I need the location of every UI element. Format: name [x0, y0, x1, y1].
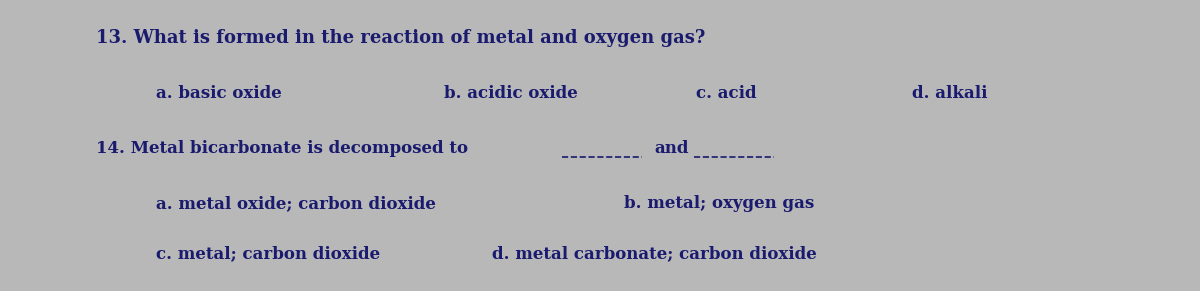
Text: and: and	[654, 140, 689, 157]
Text: 14. Metal bicarbonate is decomposed to: 14. Metal bicarbonate is decomposed to	[96, 140, 468, 157]
Text: d. alkali: d. alkali	[912, 85, 988, 102]
Text: d. metal carbonate; carbon dioxide: d. metal carbonate; carbon dioxide	[492, 245, 817, 262]
Text: 13. What is formed in the reaction of metal and oxygen gas?: 13. What is formed in the reaction of me…	[96, 29, 706, 47]
Text: a. basic oxide: a. basic oxide	[156, 85, 282, 102]
Text: b. acidic oxide: b. acidic oxide	[444, 85, 577, 102]
Text: a. metal oxide; carbon dioxide: a. metal oxide; carbon dioxide	[156, 195, 436, 212]
Text: c. metal; carbon dioxide: c. metal; carbon dioxide	[156, 245, 380, 262]
Text: b. metal; oxygen gas: b. metal; oxygen gas	[624, 195, 815, 212]
Text: c. acid: c. acid	[696, 85, 757, 102]
